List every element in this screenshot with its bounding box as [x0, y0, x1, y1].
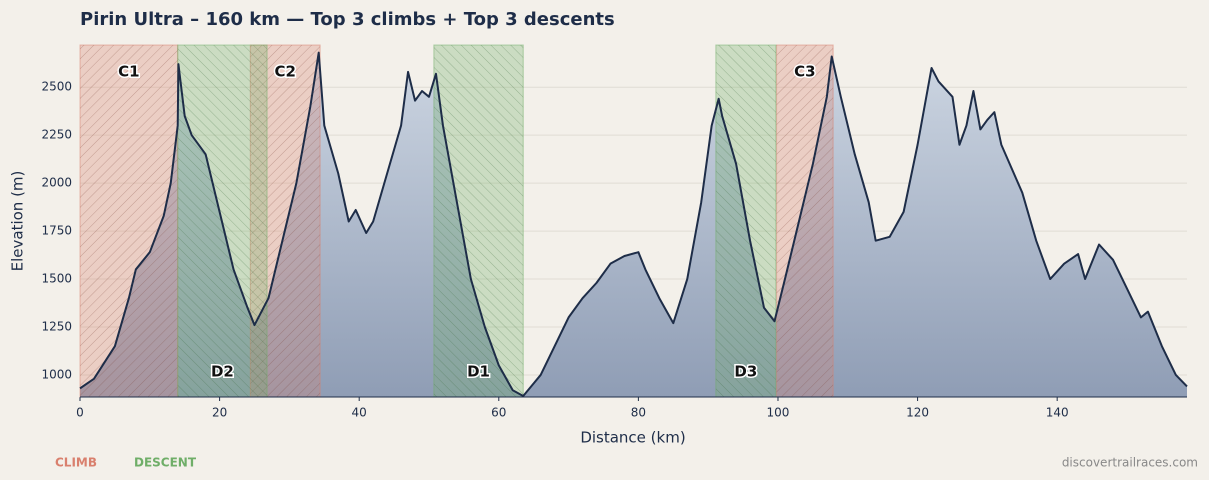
x-tick-label: 0	[76, 406, 84, 420]
x-tick-label: 60	[491, 406, 506, 420]
x-tick-label: 20	[212, 406, 227, 420]
x-axis-label: Distance (km)	[580, 429, 685, 447]
x-tick-label: 140	[1046, 406, 1069, 420]
y-tick-label: 1000	[41, 367, 72, 381]
y-tick-label: 2500	[41, 80, 72, 94]
chart-title: Pirin Ultra – 160 km — Top 3 climbs + To…	[80, 9, 615, 30]
region-label: D2	[211, 363, 234, 381]
y-tick-label: 2000	[41, 176, 72, 190]
region-hatch	[433, 45, 524, 397]
elevation-line	[79, 51, 1188, 398]
elevation-area	[80, 52, 1187, 397]
y-tick-label: 1250	[41, 319, 72, 333]
region-hatch	[80, 45, 178, 397]
region-label: C1	[118, 63, 139, 81]
region-label: D3	[734, 363, 757, 381]
legend-label: DESCENT	[134, 456, 197, 470]
region-label: C2	[274, 63, 295, 81]
y-tick-label: 1500	[41, 272, 72, 286]
x-tick-label: 40	[352, 406, 367, 420]
y-axis-label: Elevation (m)	[9, 171, 27, 272]
x-tick-label: 100	[767, 406, 790, 420]
x-tick-label: 80	[631, 406, 646, 420]
legend-label: CLIMB	[55, 456, 97, 470]
y-tick-label: 2250	[41, 128, 72, 142]
source: discovertrailraces.com	[1062, 456, 1198, 470]
region-label: D1	[467, 363, 490, 381]
x-tick-label: 120	[906, 406, 929, 420]
region-hatch	[776, 45, 834, 397]
y-tick-label: 1750	[41, 224, 72, 238]
region-label: C3	[794, 63, 815, 81]
